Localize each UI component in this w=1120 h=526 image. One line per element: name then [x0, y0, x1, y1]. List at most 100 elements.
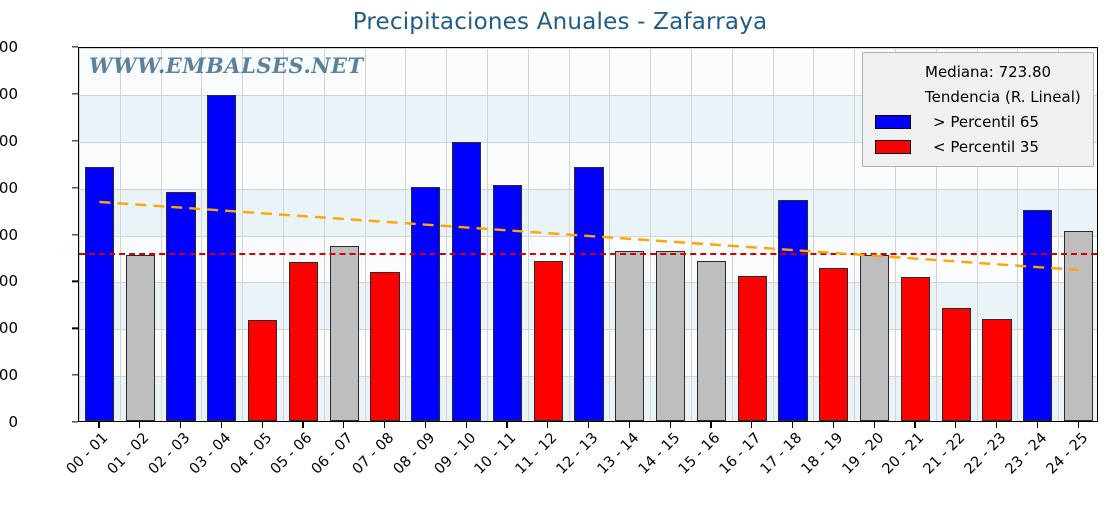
x-tick-mark: [751, 422, 753, 428]
legend-label-high: > Percentil 65: [933, 112, 1039, 131]
gridline-vertical: [609, 48, 611, 421]
x-tick-mark: [465, 422, 467, 428]
gridline-vertical: [364, 48, 366, 421]
trend-line: [99, 200, 1079, 272]
x-tick-mark: [343, 422, 345, 428]
red-swatch-icon: [871, 139, 915, 154]
bar: [533, 260, 563, 421]
gridline-vertical: [1058, 48, 1060, 421]
x-tick-mark: [180, 422, 182, 428]
gridline-vertical: [691, 48, 692, 421]
watermark-text: WWW.EMBALSES.NET: [89, 53, 364, 78]
y-tick-label: 600: [0, 272, 18, 291]
bar: [859, 254, 890, 421]
x-tick-mark: [139, 422, 141, 428]
gridline-vertical: [283, 48, 284, 421]
bar: [329, 245, 359, 421]
y-tick-mark: [72, 93, 78, 95]
y-tick-label: 1400: [0, 84, 18, 103]
blue-swatch-icon: [871, 114, 915, 129]
y-tick-mark: [72, 374, 78, 376]
x-tick-mark: [832, 422, 835, 428]
median-line: [79, 253, 1097, 256]
gridline-vertical: [242, 48, 244, 421]
legend-label-low: < Percentil 35: [933, 137, 1039, 156]
gridline-vertical: [323, 48, 325, 421]
x-tick-mark: [710, 422, 712, 428]
x-tick-mark: [628, 422, 631, 428]
bar: [207, 94, 237, 421]
gridline-vertical: [976, 48, 978, 421]
y-tick-label: 1000: [0, 178, 18, 197]
gridline-vertical: [446, 48, 448, 421]
bar: [696, 260, 727, 421]
gridline-vertical: [935, 48, 937, 421]
gridline-horizontal: [79, 94, 1097, 96]
legend-label-median: Mediana: 723.80: [925, 62, 1052, 81]
x-tick-mark: [1036, 422, 1039, 428]
bar: [370, 271, 400, 421]
chart-legend: Mediana: 723.80 Tendencia (R. Lineal) > …: [862, 52, 1094, 167]
bar: [737, 276, 767, 421]
y-tick-mark: [72, 140, 78, 142]
x-tick-mark: [220, 422, 223, 428]
bar: [1063, 230, 1094, 421]
bar: [900, 277, 931, 421]
legend-label-trend: Tendencia (R. Lineal): [925, 87, 1081, 106]
gridline-vertical: [119, 48, 121, 421]
chart-title: Precipitaciones Anuales - Zafarraya: [352, 9, 768, 35]
bar: [411, 187, 441, 421]
y-tick-label: 800: [0, 225, 18, 244]
y-tick-label: 1600: [0, 38, 18, 56]
gridline-vertical: [527, 48, 529, 421]
x-tick-mark: [424, 422, 427, 428]
x-tick-mark: [914, 422, 916, 428]
y-tick-label: 200: [0, 366, 18, 385]
gridline-vertical: [201, 48, 203, 421]
y-tick-mark: [72, 421, 78, 423]
gridline-vertical: [772, 48, 774, 421]
chart-figure: Precipitaciones Anuales - Zafarraya WWW.…: [0, 9, 1098, 478]
x-tick-mark: [384, 422, 386, 428]
bar: [288, 262, 319, 421]
y-tick-mark: [72, 280, 78, 283]
gridline-vertical: [79, 48, 80, 421]
legend-item-median: Mediana: 723.80: [871, 59, 1085, 84]
gridline-vertical: [1017, 48, 1019, 421]
gridline-horizontal: [79, 48, 1097, 49]
y-tick-label: 0: [8, 413, 18, 431]
x-tick-mark: [98, 422, 100, 428]
legend-item-low: < Percentil 35: [871, 134, 1085, 159]
x-tick-mark: [955, 422, 957, 428]
bar: [84, 166, 115, 421]
bar: [655, 250, 686, 421]
gridline-vertical: [405, 48, 407, 421]
gridline-horizontal: [79, 141, 1097, 143]
bar: [1023, 209, 1053, 421]
bar: [451, 142, 482, 421]
legend-item-trend: Tendencia (R. Lineal): [871, 84, 1085, 109]
gridline-vertical: [160, 48, 162, 421]
bar: [819, 268, 849, 421]
x-tick-mark: [547, 422, 549, 428]
bar: [247, 320, 278, 421]
x-tick-mark: [792, 422, 794, 428]
y-tick-mark: [72, 233, 78, 236]
x-tick-mark: [669, 422, 671, 428]
gridline-vertical: [731, 48, 733, 421]
y-tick-mark: [72, 46, 78, 48]
x-tick-mark: [588, 422, 590, 428]
gridline-vertical: [895, 48, 896, 421]
x-tick-mark: [302, 422, 304, 428]
y-tick-label: 1200: [0, 131, 18, 150]
gridline-vertical: [650, 48, 652, 421]
legend-item-high: > Percentil 65: [871, 109, 1085, 134]
bar: [574, 167, 604, 421]
y-tick-label: 400: [0, 319, 18, 338]
bar: [615, 250, 645, 421]
bar: [166, 192, 196, 421]
gridline-vertical: [813, 48, 815, 421]
bar: [125, 255, 155, 421]
bar: [778, 199, 808, 421]
bar: [982, 319, 1012, 421]
